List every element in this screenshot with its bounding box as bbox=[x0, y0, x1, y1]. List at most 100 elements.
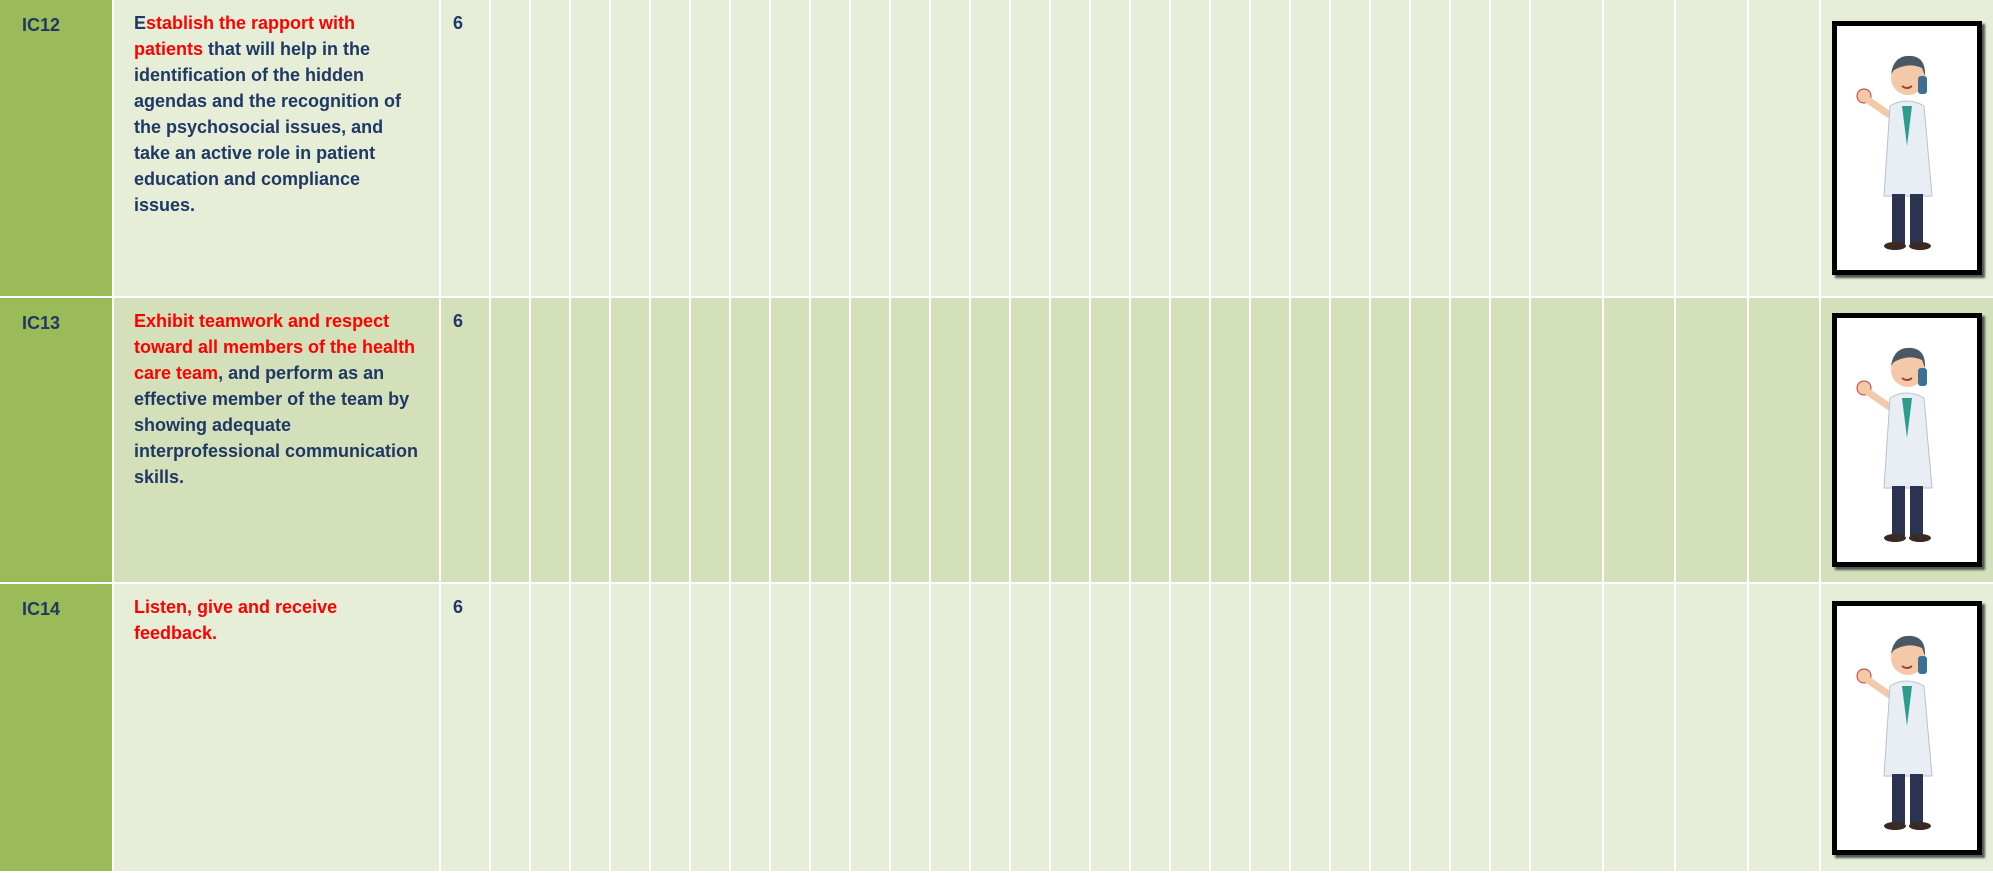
empty-cell bbox=[1749, 584, 1820, 871]
empty-cell bbox=[611, 0, 649, 296]
empty-cell bbox=[931, 584, 969, 871]
empty-cell bbox=[491, 584, 529, 871]
empty-cell bbox=[1131, 0, 1169, 296]
empty-cell bbox=[1251, 298, 1289, 582]
doctor-illustration bbox=[1842, 26, 1972, 260]
empty-cell bbox=[1491, 298, 1529, 582]
empty-cell bbox=[1091, 584, 1129, 871]
empty-cell bbox=[1331, 584, 1369, 871]
empty-cell bbox=[851, 0, 889, 296]
description-text: Listen, give and receive feedback. bbox=[134, 597, 337, 643]
empty-cell bbox=[1211, 0, 1249, 296]
empty-cell bbox=[571, 298, 609, 582]
empty-cell bbox=[891, 298, 929, 582]
empty-cell bbox=[611, 584, 649, 871]
empty-cell bbox=[1011, 584, 1049, 871]
empty-cell bbox=[651, 0, 689, 296]
row-description: Establish the rapport with patients that… bbox=[114, 0, 439, 296]
empty-cell bbox=[1171, 0, 1209, 296]
empty-cell bbox=[651, 584, 689, 871]
empty-cell bbox=[1331, 298, 1369, 582]
empty-cell bbox=[1411, 298, 1449, 582]
empty-cell bbox=[811, 0, 849, 296]
empty-cell bbox=[971, 0, 1009, 296]
empty-cell bbox=[491, 0, 529, 296]
empty-cell bbox=[1091, 298, 1129, 582]
empty-cell bbox=[891, 584, 929, 871]
row-score: 6 bbox=[441, 298, 489, 582]
row-code: IC13 bbox=[0, 298, 112, 582]
empty-cell bbox=[1531, 298, 1602, 582]
empty-cell bbox=[1171, 584, 1209, 871]
empty-cell bbox=[1676, 298, 1747, 582]
empty-cell bbox=[731, 584, 769, 871]
image-cell bbox=[1821, 298, 1993, 582]
empty-cell bbox=[1491, 584, 1529, 871]
image-frame bbox=[1832, 21, 1982, 275]
empty-cell bbox=[851, 298, 889, 582]
empty-cell bbox=[531, 298, 569, 582]
empty-cell bbox=[811, 584, 849, 871]
empty-cell bbox=[691, 298, 729, 582]
empty-cell bbox=[531, 584, 569, 871]
empty-cell bbox=[1051, 0, 1089, 296]
empty-cell bbox=[1331, 0, 1369, 296]
empty-cell bbox=[691, 0, 729, 296]
empty-cell bbox=[931, 0, 969, 296]
empty-cell bbox=[1291, 298, 1329, 582]
empty-cell bbox=[1451, 0, 1489, 296]
row-code: IC14 bbox=[0, 584, 112, 871]
description-text: that will help in the identification of … bbox=[134, 39, 401, 215]
empty-cell bbox=[1251, 0, 1289, 296]
empty-cell bbox=[1251, 584, 1289, 871]
row-code: IC12 bbox=[0, 0, 112, 296]
row-score: 6 bbox=[441, 0, 489, 296]
empty-cell bbox=[611, 298, 649, 582]
empty-cell bbox=[1676, 584, 1747, 871]
row-score: 6 bbox=[441, 584, 489, 871]
image-frame bbox=[1832, 601, 1982, 855]
competency-table: IC12Establish the rapport with patients … bbox=[0, 0, 1993, 873]
empty-cell bbox=[1451, 584, 1489, 871]
empty-cell bbox=[851, 584, 889, 871]
empty-cell bbox=[651, 298, 689, 582]
empty-cell bbox=[1749, 0, 1820, 296]
empty-cell bbox=[1411, 0, 1449, 296]
empty-cell bbox=[1011, 0, 1049, 296]
image-frame bbox=[1832, 313, 1982, 567]
table-row: IC14 Listen, give and receive feedback. 6 bbox=[0, 584, 1993, 871]
empty-cell bbox=[1091, 0, 1129, 296]
empty-cell bbox=[531, 0, 569, 296]
empty-cell bbox=[1131, 584, 1169, 871]
empty-cell bbox=[731, 298, 769, 582]
empty-cell bbox=[1171, 298, 1209, 582]
empty-cell bbox=[571, 584, 609, 871]
empty-cell bbox=[1676, 0, 1747, 296]
empty-cell bbox=[1291, 584, 1329, 871]
empty-cell bbox=[1604, 0, 1675, 296]
empty-cell bbox=[1749, 298, 1820, 582]
empty-cell bbox=[771, 298, 809, 582]
empty-cell bbox=[1371, 298, 1409, 582]
empty-cell bbox=[971, 298, 1009, 582]
empty-cell bbox=[1371, 0, 1409, 296]
empty-cell bbox=[571, 0, 609, 296]
empty-cell bbox=[1051, 298, 1089, 582]
doctor-illustration bbox=[1842, 318, 1972, 552]
empty-cell bbox=[811, 298, 849, 582]
empty-cell bbox=[731, 0, 769, 296]
empty-cell bbox=[1371, 584, 1409, 871]
empty-cell bbox=[971, 584, 1009, 871]
empty-cell bbox=[1604, 584, 1675, 871]
image-cell bbox=[1821, 584, 1993, 871]
row-description: Listen, give and receive feedback. bbox=[114, 584, 439, 871]
empty-cell bbox=[931, 298, 969, 582]
description-text: E bbox=[134, 13, 146, 33]
empty-cell bbox=[1051, 584, 1089, 871]
empty-cell bbox=[491, 298, 529, 582]
doctor-illustration bbox=[1842, 606, 1972, 840]
empty-cell bbox=[1211, 298, 1249, 582]
image-cell bbox=[1821, 0, 1993, 296]
empty-cell bbox=[771, 584, 809, 871]
